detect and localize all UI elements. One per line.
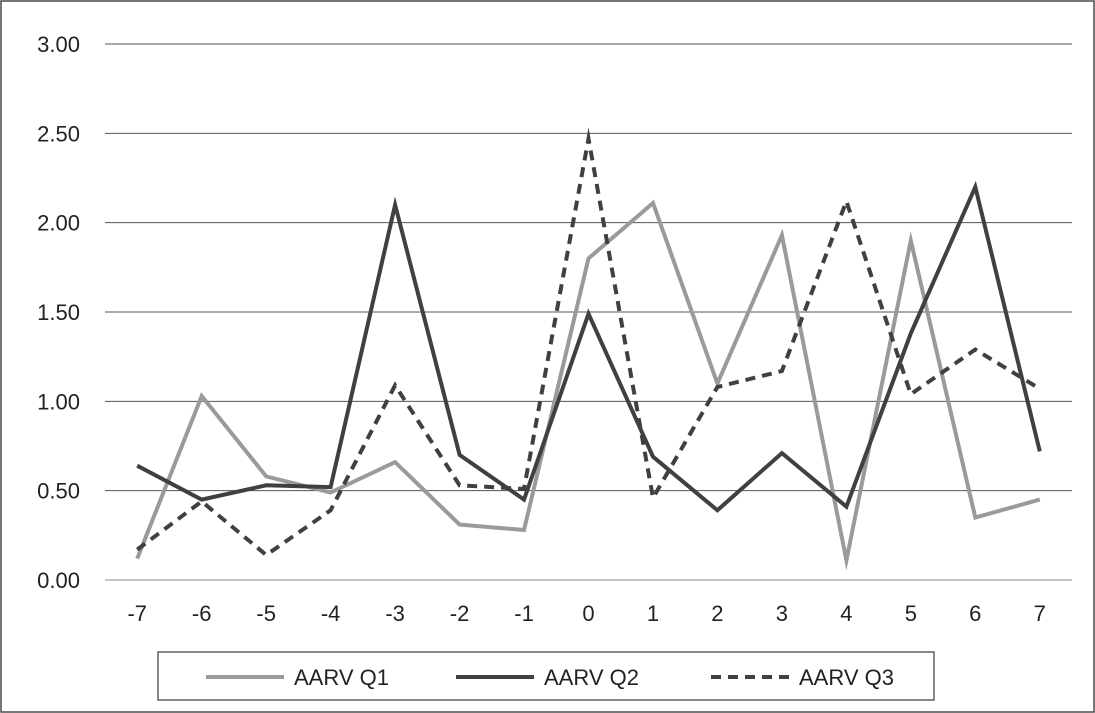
y-tick-label: 0.00 [37,568,80,593]
y-tick-label: 0.50 [37,479,80,504]
x-tick-label: 1 [647,601,659,626]
y-tick-label: 2.50 [37,121,80,146]
y-tick-label: 3.00 [37,32,80,57]
series-lines [135,127,1042,571]
x-tick-label: 0 [582,601,594,626]
x-tick-label: 3 [776,601,788,626]
x-tick-label: -7 [127,601,147,626]
x-tick-label: -3 [385,601,405,626]
y-tick-label: 2.00 [37,211,80,236]
x-tick-label: 6 [969,601,981,626]
y-axis-tick-labels: 0.00 0.50 1.00 1.50 2.00 2.50 3.00 [37,32,80,593]
legend: AARV Q1 AARV Q2 AARV Q3 [157,651,935,701]
x-axis-tick-labels: -7 -6 -5 -4 -3 -2 -1 0 1 2 3 4 5 6 7 [127,601,1045,626]
x-tick-label: -5 [256,601,276,626]
series-line-2 [136,180,1042,513]
x-tick-label: 7 [1034,601,1046,626]
legend-box [157,651,935,701]
series-line-1 [135,199,1041,571]
legend-label: AARV Q3 [799,665,894,690]
series-line-3 [136,127,1041,558]
y-tick-label: 1.00 [37,389,80,414]
legend-label: AARV Q2 [544,665,639,690]
x-tick-label: 2 [711,601,723,626]
x-tick-label: 5 [905,601,917,626]
x-tick-label: -2 [450,601,470,626]
x-tick-label: -1 [514,601,534,626]
x-tick-label: -4 [321,601,341,626]
y-tick-label: 1.50 [37,300,80,325]
legend-label: AARV Q1 [294,665,389,690]
x-tick-label: 4 [840,601,852,626]
x-tick-label: -6 [192,601,212,626]
